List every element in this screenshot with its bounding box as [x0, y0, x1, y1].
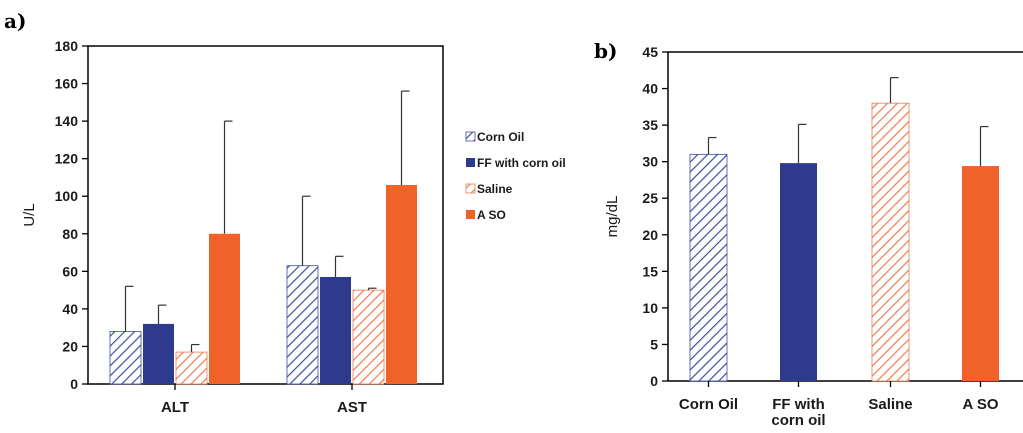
y-tick-label-a: 0 [70, 376, 78, 392]
legend-label: A SO [477, 208, 506, 222]
panel-label-a: a) [4, 9, 26, 33]
legend-swatch [466, 158, 475, 167]
bar-a [143, 323, 174, 384]
legend-swatch [465, 183, 476, 194]
x-tick-label-a: AST [337, 399, 367, 416]
bar-a [175, 351, 208, 385]
y-tick-label-a: 120 [55, 151, 79, 167]
y-tick-label-a: 140 [55, 113, 79, 129]
error-bar-b [797, 123, 807, 164]
error-bar-b [707, 136, 717, 155]
bar-a [109, 331, 142, 385]
bar-a [209, 233, 240, 384]
error-bar-a [190, 343, 200, 353]
y-tick-label-a: 60 [62, 263, 78, 279]
x-tick-label-b: Corn Oil [679, 396, 738, 413]
legend-swatch [465, 131, 476, 142]
y-axis-label-b: mg/dL [604, 196, 621, 238]
bar-b [780, 163, 817, 381]
plot-frame-a [87, 45, 444, 385]
legend-swatch [466, 210, 475, 219]
y-tick-label-a: 80 [62, 226, 78, 242]
y-tick-label-a: 40 [62, 301, 78, 317]
y-tick-label-a: 20 [62, 338, 78, 354]
y-tick-label-b: 30 [642, 154, 658, 170]
y-tick-label-b: 20 [642, 227, 658, 243]
legend-label: Corn Oil [477, 130, 524, 144]
bar-b [689, 153, 728, 382]
bar-a [320, 276, 351, 384]
error-bar-b [979, 125, 989, 167]
bar-a [352, 289, 385, 385]
legend-label: Saline [477, 182, 513, 196]
bar-b [962, 166, 999, 381]
error-bar-a [400, 90, 410, 185]
x-tick-label-a: ALT [161, 399, 189, 416]
panel-label-b: b) [594, 39, 617, 63]
y-tick-label-a: 100 [55, 188, 79, 204]
error-bar-a [301, 195, 311, 266]
y-tick-label-b: 15 [642, 263, 658, 279]
x-tick-label-b: A SO [962, 396, 998, 413]
error-bar-b [889, 76, 899, 104]
bar-a [386, 184, 417, 384]
x-tick-label-b: FF with corn oil [771, 396, 825, 429]
error-bar-a [334, 255, 344, 277]
legend-label: FF with corn oil [477, 156, 566, 170]
y-tick-label-b: 25 [642, 190, 658, 206]
y-tick-label-b: 45 [642, 44, 658, 60]
y-axis-label-a: U/L [21, 203, 38, 226]
error-bar-a [367, 287, 377, 291]
x-tick-label-b: Saline [868, 396, 912, 413]
y-tick-label-b: 5 [650, 336, 658, 352]
error-bar-a [124, 285, 134, 332]
bar-a [286, 265, 319, 385]
y-tick-label-b: 35 [642, 117, 658, 133]
error-bar-a [223, 120, 233, 234]
bar-b [871, 102, 910, 382]
error-bar-a [157, 304, 167, 324]
y-tick-label-b: 0 [650, 373, 658, 389]
y-tick-label-b: 40 [642, 81, 658, 97]
y-tick-label-a: 160 [55, 76, 79, 92]
y-tick-label-a: 180 [55, 38, 79, 54]
y-tick-label-b: 10 [642, 300, 658, 316]
